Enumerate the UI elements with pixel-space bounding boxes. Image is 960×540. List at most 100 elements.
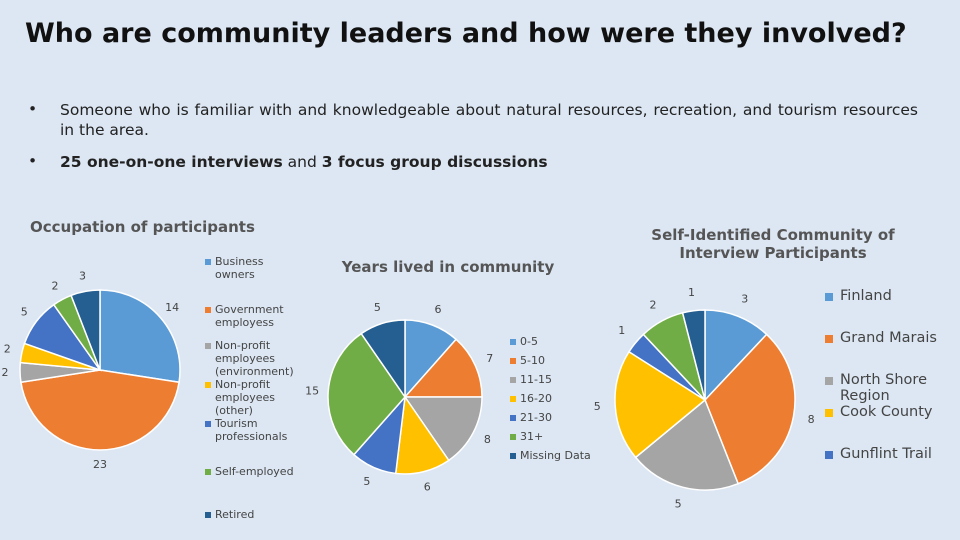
data-label: 14 bbox=[165, 301, 179, 314]
legend-item: 21-30 bbox=[510, 411, 600, 424]
pie-slice bbox=[614, 350, 707, 459]
bullet: • 25 one-on-one interviews and 3 focus gr… bbox=[28, 152, 548, 171]
data-label: 5 bbox=[21, 306, 28, 319]
legend-label: North Shore Region bbox=[840, 372, 927, 404]
legend-item: 31+ bbox=[510, 430, 600, 443]
legend-swatch bbox=[825, 335, 833, 343]
chart-title: Self-Identified Community of Interview P… bbox=[651, 226, 895, 262]
legend-item: Self-employed bbox=[205, 465, 295, 478]
legend-swatch bbox=[510, 453, 516, 459]
legend-swatch bbox=[510, 377, 516, 383]
legend-label: Gunflint Trail bbox=[840, 446, 932, 462]
data-label: 8 bbox=[484, 433, 491, 446]
legend-item: Non-profit employees (environment) bbox=[205, 339, 295, 378]
legend-item: Missing Data bbox=[510, 449, 600, 462]
data-label: 6 bbox=[434, 303, 441, 316]
bullet-text: 3 focus group discussions bbox=[321, 153, 548, 171]
pie-slice bbox=[704, 309, 768, 402]
legend-label: Missing Data bbox=[520, 449, 591, 462]
pie-slice bbox=[99, 289, 181, 384]
legend-label: Grand Marais bbox=[840, 330, 937, 346]
data-label: 2 bbox=[52, 279, 59, 292]
bullet-text: and bbox=[287, 153, 317, 171]
legend-item: Retired bbox=[205, 508, 295, 521]
bullet: • Someone who is familiar with and knowle… bbox=[28, 100, 918, 139]
legend-item: North Shore Region bbox=[825, 372, 950, 404]
legend-swatch bbox=[510, 396, 516, 402]
data-label: 23 bbox=[93, 458, 107, 471]
legend-swatch bbox=[825, 409, 833, 417]
legend-item: Cook County bbox=[825, 404, 950, 420]
legend-item: 16-20 bbox=[510, 392, 600, 405]
pie-slice bbox=[70, 289, 101, 371]
legend-item: Business owners bbox=[205, 255, 295, 281]
legend-item: 11-15 bbox=[510, 373, 600, 386]
legend-label: Self-employed bbox=[215, 465, 294, 478]
legend-label: Non-profit employees (other) bbox=[215, 378, 276, 417]
pie-slice bbox=[360, 319, 406, 400]
data-label: 5 bbox=[374, 301, 381, 314]
legend-label: Cook County bbox=[840, 404, 933, 420]
data-label: 5 bbox=[363, 475, 370, 488]
legend-swatch bbox=[205, 343, 211, 349]
bullet-text: Someone who is familiar with and knowled… bbox=[60, 101, 918, 139]
pie-slice bbox=[634, 398, 740, 491]
legend-swatch bbox=[205, 421, 211, 427]
legend-item: Gunflint Trail bbox=[825, 446, 950, 462]
data-label: 8 bbox=[808, 413, 815, 426]
legend: Finland Grand Marais North Shore Region Coo… bbox=[825, 288, 950, 462]
legend-label: Retired bbox=[215, 508, 255, 521]
legend-label: 0-5 bbox=[520, 335, 538, 348]
legend-item: Tourism professionals bbox=[205, 417, 295, 443]
legend-item: 5-10 bbox=[510, 354, 600, 367]
data-label: 2 bbox=[649, 298, 656, 311]
legend-swatch bbox=[205, 307, 211, 313]
data-label: 3 bbox=[741, 293, 748, 306]
data-label: 7 bbox=[486, 352, 493, 365]
legend: Business owners Government employess Non-p… bbox=[205, 255, 295, 521]
legend-swatch bbox=[825, 451, 833, 459]
legend-swatch bbox=[510, 434, 516, 440]
legend-item: Non-profit employees (other) bbox=[205, 378, 295, 417]
legend-label: Non-profit employees (environment) bbox=[215, 339, 294, 378]
data-label: 2 bbox=[4, 343, 11, 356]
data-label: 5 bbox=[675, 498, 682, 511]
legend-label: 31+ bbox=[520, 430, 544, 443]
chart-title: Years lived in community bbox=[341, 258, 555, 276]
legend-label: Business owners bbox=[215, 255, 264, 281]
legend-swatch bbox=[205, 469, 211, 475]
data-label: 5 bbox=[594, 400, 601, 413]
data-label: 1 bbox=[618, 324, 625, 337]
legend-label: Government employess bbox=[215, 303, 284, 329]
legend-swatch bbox=[205, 259, 211, 265]
slide-title: Who are community leaders and how were t… bbox=[25, 18, 907, 49]
legend-item: Grand Marais bbox=[825, 330, 950, 346]
data-label: 6 bbox=[424, 480, 431, 493]
data-label: 1 bbox=[688, 286, 695, 299]
pie-slice bbox=[704, 333, 796, 485]
legend-label: 21-30 bbox=[520, 411, 552, 424]
legend-label: 11-15 bbox=[520, 373, 552, 386]
legend-swatch bbox=[510, 339, 516, 345]
data-label: 3 bbox=[79, 270, 86, 283]
chart-title: Occupation of participants bbox=[30, 218, 255, 236]
pie-slice bbox=[403, 338, 483, 398]
legend-item: Finland bbox=[825, 288, 950, 304]
legend-label: 5-10 bbox=[520, 354, 545, 367]
data-label: 15 bbox=[305, 384, 319, 397]
legend-swatch bbox=[825, 293, 833, 301]
legend-label: 16-20 bbox=[520, 392, 552, 405]
legend-swatch bbox=[510, 415, 516, 421]
pie-slice bbox=[327, 332, 406, 456]
legend-swatch bbox=[205, 512, 211, 518]
pie-slice bbox=[681, 309, 706, 401]
legend-label: Finland bbox=[840, 288, 892, 304]
legend-item: 0-5 bbox=[510, 335, 600, 348]
pie-slice bbox=[20, 369, 180, 451]
legend-swatch bbox=[510, 358, 516, 364]
legend-item: Government employess bbox=[205, 303, 295, 329]
bullet-text: 25 one-on-one interviews bbox=[60, 153, 283, 171]
legend-label: Tourism professionals bbox=[215, 417, 288, 443]
